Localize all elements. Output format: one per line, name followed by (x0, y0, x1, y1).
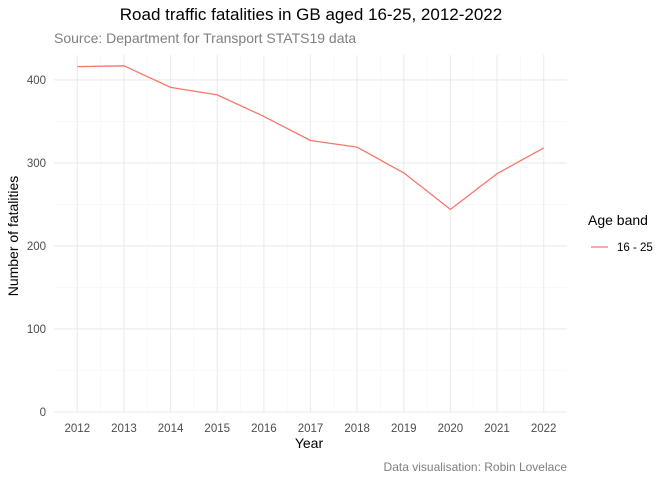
tick-labels: 0 100 200 300 400 2012 2013 2014 2015 2016 2017 201… (27, 75, 557, 435)
legend: Age band 16 - 25 (588, 212, 653, 254)
y-tick-label: 0 (40, 407, 46, 419)
x-tick-label: 2014 (158, 423, 184, 435)
x-axis-label: Year (295, 435, 324, 451)
x-tick-label: 2013 (111, 423, 137, 435)
y-tick-label: 100 (27, 324, 46, 336)
x-tick-label: 2019 (391, 423, 417, 435)
series-line (77, 65, 544, 211)
grid (54, 55, 567, 413)
y-tick-label: 200 (27, 241, 46, 253)
x-tick-label: 2012 (65, 423, 91, 435)
legend-items: 16 - 25 (591, 242, 653, 254)
x-tick-label: 2022 (531, 423, 557, 435)
chart-subtitle: Source: Department for Transport STATS19… (54, 30, 356, 46)
y-tick-label: 400 (27, 75, 46, 87)
chart-title: Road traffic fatalities in GB aged 16-25… (120, 5, 502, 24)
chart-caption: Data visualisation: Robin Lovelace (384, 460, 568, 474)
x-tick-label: 2021 (484, 423, 510, 435)
x-tick-label: 2017 (298, 423, 324, 435)
legend-title: Age band (588, 212, 648, 228)
x-tick-label: 2016 (251, 423, 277, 435)
x-tick-label: 2018 (344, 423, 370, 435)
y-axis-label: Number of fatalities (5, 176, 21, 297)
legend-label: 16 - 25 (617, 242, 653, 254)
series-layer (77, 65, 544, 211)
y-tick-label: 300 (27, 158, 46, 170)
x-tick-label: 2015 (204, 423, 230, 435)
x-tick-label: 2020 (438, 423, 464, 435)
